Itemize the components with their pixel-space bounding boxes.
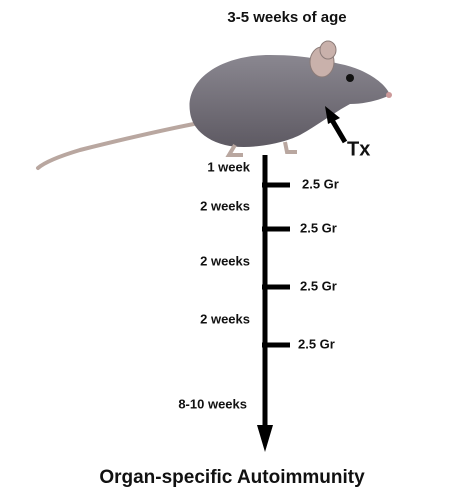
outcome: Organ-specific Autoimmunity — [99, 467, 365, 488]
dose-label: 2.5 Gr — [300, 220, 337, 235]
interval-label: 2 weeks — [200, 253, 250, 268]
title: 3-5 weeks of age — [227, 9, 346, 26]
timeline-arrowhead — [257, 425, 273, 452]
timeline-labels: 2.5 Gr 2.5 Gr 2.5 Gr 2.5 Gr 1 week 2 weeks 2 w… — [178, 159, 339, 411]
interval-label: 8-10 weeks — [178, 396, 247, 411]
treatment-label: Tx — [347, 138, 370, 160]
interval-label: 2 weeks — [200, 198, 250, 213]
tx-arrow — [329, 118, 348, 144]
interval-label: 1 week — [207, 159, 250, 174]
tx-arrowhead — [325, 106, 340, 124]
interval-label: 2 weeks — [200, 311, 250, 326]
dose-label: 2.5 Gr — [300, 278, 337, 293]
dose-label: 2.5 Gr — [298, 336, 335, 351]
dose-label: 2.5 Gr — [302, 176, 339, 191]
mouse-illustration — [36, 40, 392, 170]
